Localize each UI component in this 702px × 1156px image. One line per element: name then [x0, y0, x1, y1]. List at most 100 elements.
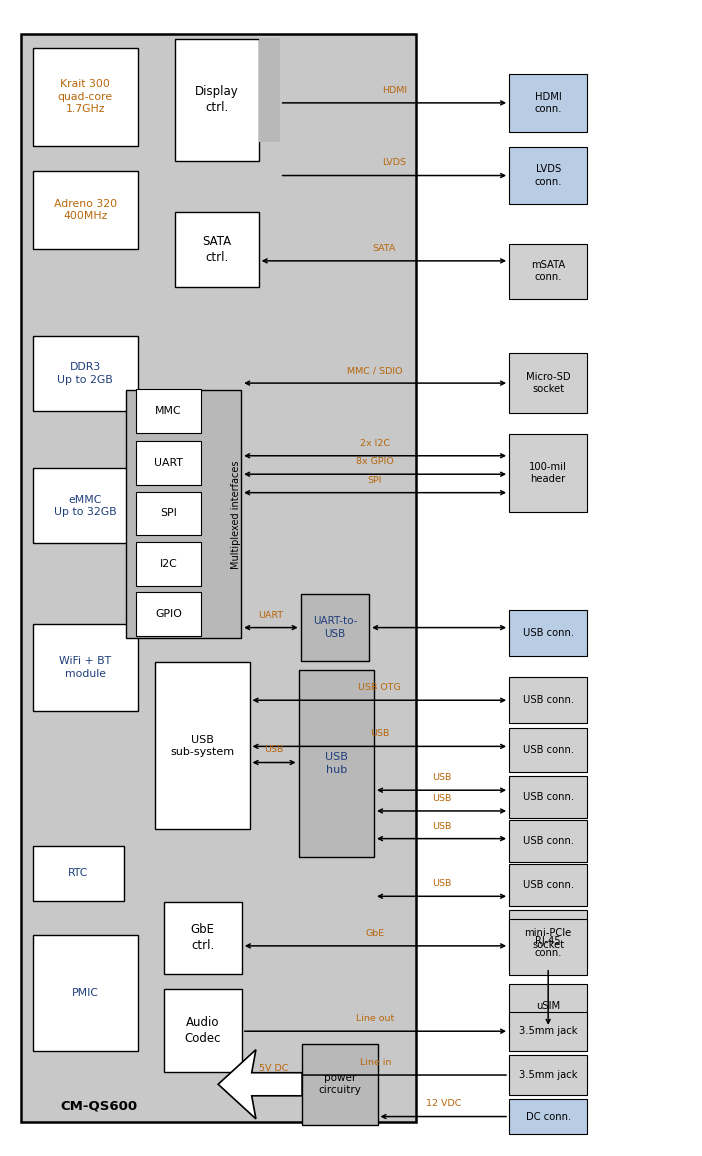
- Text: RJ-45
conn.: RJ-45 conn.: [534, 936, 562, 958]
- Text: GbE
ctrl.: GbE ctrl.: [191, 924, 215, 953]
- Text: Display
ctrl.: Display ctrl.: [195, 86, 239, 114]
- FancyBboxPatch shape: [509, 1099, 588, 1134]
- Text: eMMC
Up to 32GB: eMMC Up to 32GB: [54, 495, 117, 517]
- Text: UART-to-
USB: UART-to- USB: [312, 616, 357, 639]
- FancyBboxPatch shape: [509, 610, 588, 657]
- Text: CM-QS600: CM-QS600: [61, 1099, 138, 1113]
- Text: UART: UART: [258, 610, 284, 620]
- Text: SPI: SPI: [368, 475, 383, 484]
- Text: MMC: MMC: [155, 406, 182, 416]
- FancyBboxPatch shape: [298, 670, 374, 857]
- Text: Micro-SD
socket: Micro-SD socket: [526, 372, 571, 394]
- Text: HDMI: HDMI: [382, 86, 407, 95]
- FancyBboxPatch shape: [33, 935, 138, 1051]
- Text: UART: UART: [154, 458, 183, 468]
- Text: 3.5mm jack: 3.5mm jack: [519, 1070, 578, 1080]
- Polygon shape: [218, 1050, 302, 1119]
- Text: USB conn.: USB conn.: [522, 695, 574, 705]
- FancyBboxPatch shape: [509, 910, 588, 968]
- FancyBboxPatch shape: [155, 662, 250, 829]
- FancyBboxPatch shape: [33, 171, 138, 250]
- FancyBboxPatch shape: [33, 624, 138, 711]
- Text: USB
hub: USB hub: [325, 753, 347, 775]
- Text: WiFi + BT
module: WiFi + BT module: [59, 657, 112, 679]
- Text: USB conn.: USB conn.: [522, 880, 574, 890]
- FancyBboxPatch shape: [175, 213, 259, 288]
- Text: 2x I2C: 2x I2C: [360, 438, 390, 447]
- Text: RTC: RTC: [68, 868, 88, 879]
- FancyBboxPatch shape: [33, 47, 138, 146]
- Text: 3.5mm jack: 3.5mm jack: [519, 1027, 578, 1036]
- Text: USB conn.: USB conn.: [522, 629, 574, 638]
- Text: USB: USB: [370, 729, 389, 739]
- FancyBboxPatch shape: [509, 434, 588, 512]
- FancyBboxPatch shape: [33, 336, 138, 410]
- Text: GPIO: GPIO: [155, 609, 182, 618]
- FancyBboxPatch shape: [259, 38, 279, 142]
- FancyBboxPatch shape: [136, 440, 201, 484]
- FancyBboxPatch shape: [136, 542, 201, 586]
- Text: USB conn.: USB conn.: [522, 744, 574, 755]
- Text: USB: USB: [432, 880, 451, 888]
- Text: Adreno 320
400MHz: Adreno 320 400MHz: [54, 199, 117, 221]
- FancyBboxPatch shape: [21, 34, 416, 1122]
- FancyBboxPatch shape: [164, 902, 242, 973]
- FancyBboxPatch shape: [509, 864, 588, 905]
- FancyBboxPatch shape: [136, 592, 201, 636]
- Text: USB: USB: [265, 746, 284, 755]
- Text: uSIM: uSIM: [536, 1001, 560, 1010]
- FancyBboxPatch shape: [509, 677, 588, 724]
- Text: GbE: GbE: [366, 928, 385, 938]
- Text: Multiplexed interfaces: Multiplexed interfaces: [232, 460, 241, 569]
- Text: USB
sub-system: USB sub-system: [171, 734, 234, 757]
- Text: 5V DC: 5V DC: [260, 1064, 289, 1073]
- FancyBboxPatch shape: [164, 988, 242, 1072]
- Text: power
circuitry: power circuitry: [319, 1073, 362, 1096]
- Text: USB conn.: USB conn.: [522, 836, 574, 846]
- FancyBboxPatch shape: [509, 820, 588, 861]
- Text: MMC / SDIO: MMC / SDIO: [347, 366, 403, 375]
- Text: USB conn.: USB conn.: [522, 792, 574, 802]
- FancyBboxPatch shape: [509, 984, 588, 1028]
- Text: 100-mil
header: 100-mil header: [529, 462, 567, 484]
- FancyBboxPatch shape: [509, 1055, 588, 1095]
- FancyBboxPatch shape: [509, 147, 588, 205]
- FancyBboxPatch shape: [509, 353, 588, 413]
- Text: Line out: Line out: [357, 1014, 395, 1023]
- Text: SATA: SATA: [372, 244, 395, 253]
- Text: USB: USB: [432, 794, 451, 803]
- Text: USB: USB: [432, 773, 451, 783]
- Text: SATA
ctrl.: SATA ctrl.: [202, 236, 232, 265]
- Text: USB OTG: USB OTG: [358, 683, 401, 692]
- Text: HDMI
conn.: HDMI conn.: [534, 91, 562, 114]
- FancyBboxPatch shape: [136, 491, 201, 535]
- Text: Krait 300
quad-core
1.7GHz: Krait 300 quad-core 1.7GHz: [58, 79, 113, 114]
- Text: mini-PCIe
socket: mini-PCIe socket: [524, 928, 572, 950]
- FancyBboxPatch shape: [33, 845, 124, 901]
- FancyBboxPatch shape: [509, 244, 588, 299]
- FancyBboxPatch shape: [509, 777, 588, 818]
- Text: Audio
Codec: Audio Codec: [185, 1016, 221, 1045]
- Text: DC conn.: DC conn.: [526, 1112, 571, 1121]
- Text: Line in: Line in: [360, 1058, 391, 1067]
- Text: mSATA
conn.: mSATA conn.: [531, 260, 565, 282]
- FancyBboxPatch shape: [126, 390, 241, 638]
- Text: SPI: SPI: [160, 509, 177, 518]
- Text: DDR3
Up to 2GB: DDR3 Up to 2GB: [58, 362, 113, 385]
- FancyBboxPatch shape: [509, 919, 588, 975]
- Text: LVDS: LVDS: [383, 158, 406, 168]
- Text: I2C: I2C: [159, 560, 178, 569]
- Text: PMIC: PMIC: [72, 988, 99, 998]
- FancyBboxPatch shape: [300, 594, 369, 661]
- Text: 8x GPIO: 8x GPIO: [356, 457, 394, 466]
- FancyBboxPatch shape: [175, 39, 259, 161]
- Text: LVDS
conn.: LVDS conn.: [534, 164, 562, 187]
- FancyBboxPatch shape: [509, 74, 588, 132]
- Text: USB: USB: [432, 822, 451, 830]
- FancyBboxPatch shape: [33, 468, 138, 543]
- Text: 12 VDC: 12 VDC: [425, 1099, 461, 1109]
- FancyBboxPatch shape: [509, 1012, 588, 1051]
- FancyBboxPatch shape: [509, 728, 588, 772]
- FancyBboxPatch shape: [302, 1044, 378, 1125]
- FancyBboxPatch shape: [136, 388, 201, 432]
